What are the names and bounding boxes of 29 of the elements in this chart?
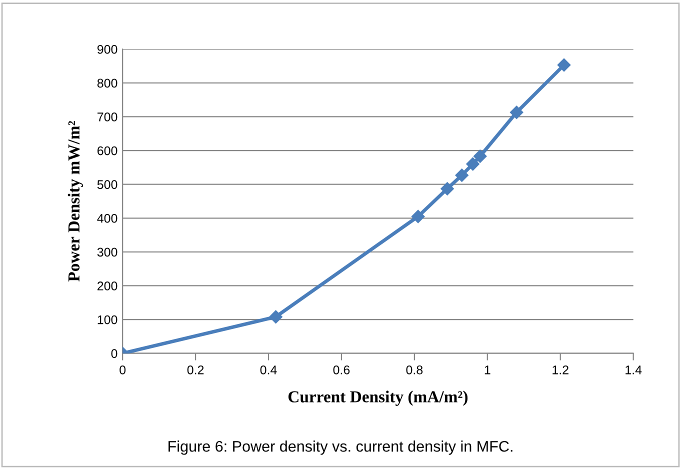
- caption: Figure 6: Power density vs. current density in MFC.: [168, 440, 512, 455]
- point: [474, 150, 487, 163]
- y-tick-label: 100: [98, 315, 118, 324]
- point: [466, 157, 480, 171]
- point: [440, 182, 454, 196]
- x-tick-label: 0.6: [333, 365, 350, 374]
- y-tick-label: 900: [97, 44, 118, 54]
- x-tick-label: 0: [120, 365, 126, 374]
- x-tick-label: 1: [484, 366, 490, 374]
- x-axis-title: Current Density (mA/m²): [288, 390, 468, 406]
- y-tick-label: 700: [98, 112, 118, 122]
- x-tick-label: 0.2: [187, 365, 204, 374]
- x-tick-label: 0.4: [260, 365, 277, 374]
- y-tick-label: 600: [98, 146, 118, 156]
- point: [269, 310, 282, 324]
- y-tick-label: 800: [97, 78, 118, 88]
- point: [557, 58, 571, 72]
- x-tick-label: 1.4: [626, 366, 642, 374]
- y-tick-label: 500: [97, 180, 118, 189]
- y-tick-label: 200: [97, 282, 118, 290]
- y-tick-label: 400: [97, 214, 118, 223]
- x-tick-label: 0.8: [406, 365, 423, 374]
- y-tick-label: 300: [97, 248, 118, 257]
- y-tick-label: 0: [111, 349, 118, 358]
- y-axis-title: Power Density mW/m²: [68, 121, 83, 282]
- point: [455, 168, 468, 182]
- point: [411, 210, 425, 224]
- point: [510, 106, 524, 119]
- x-tick-label: 1.2: [552, 365, 568, 374]
